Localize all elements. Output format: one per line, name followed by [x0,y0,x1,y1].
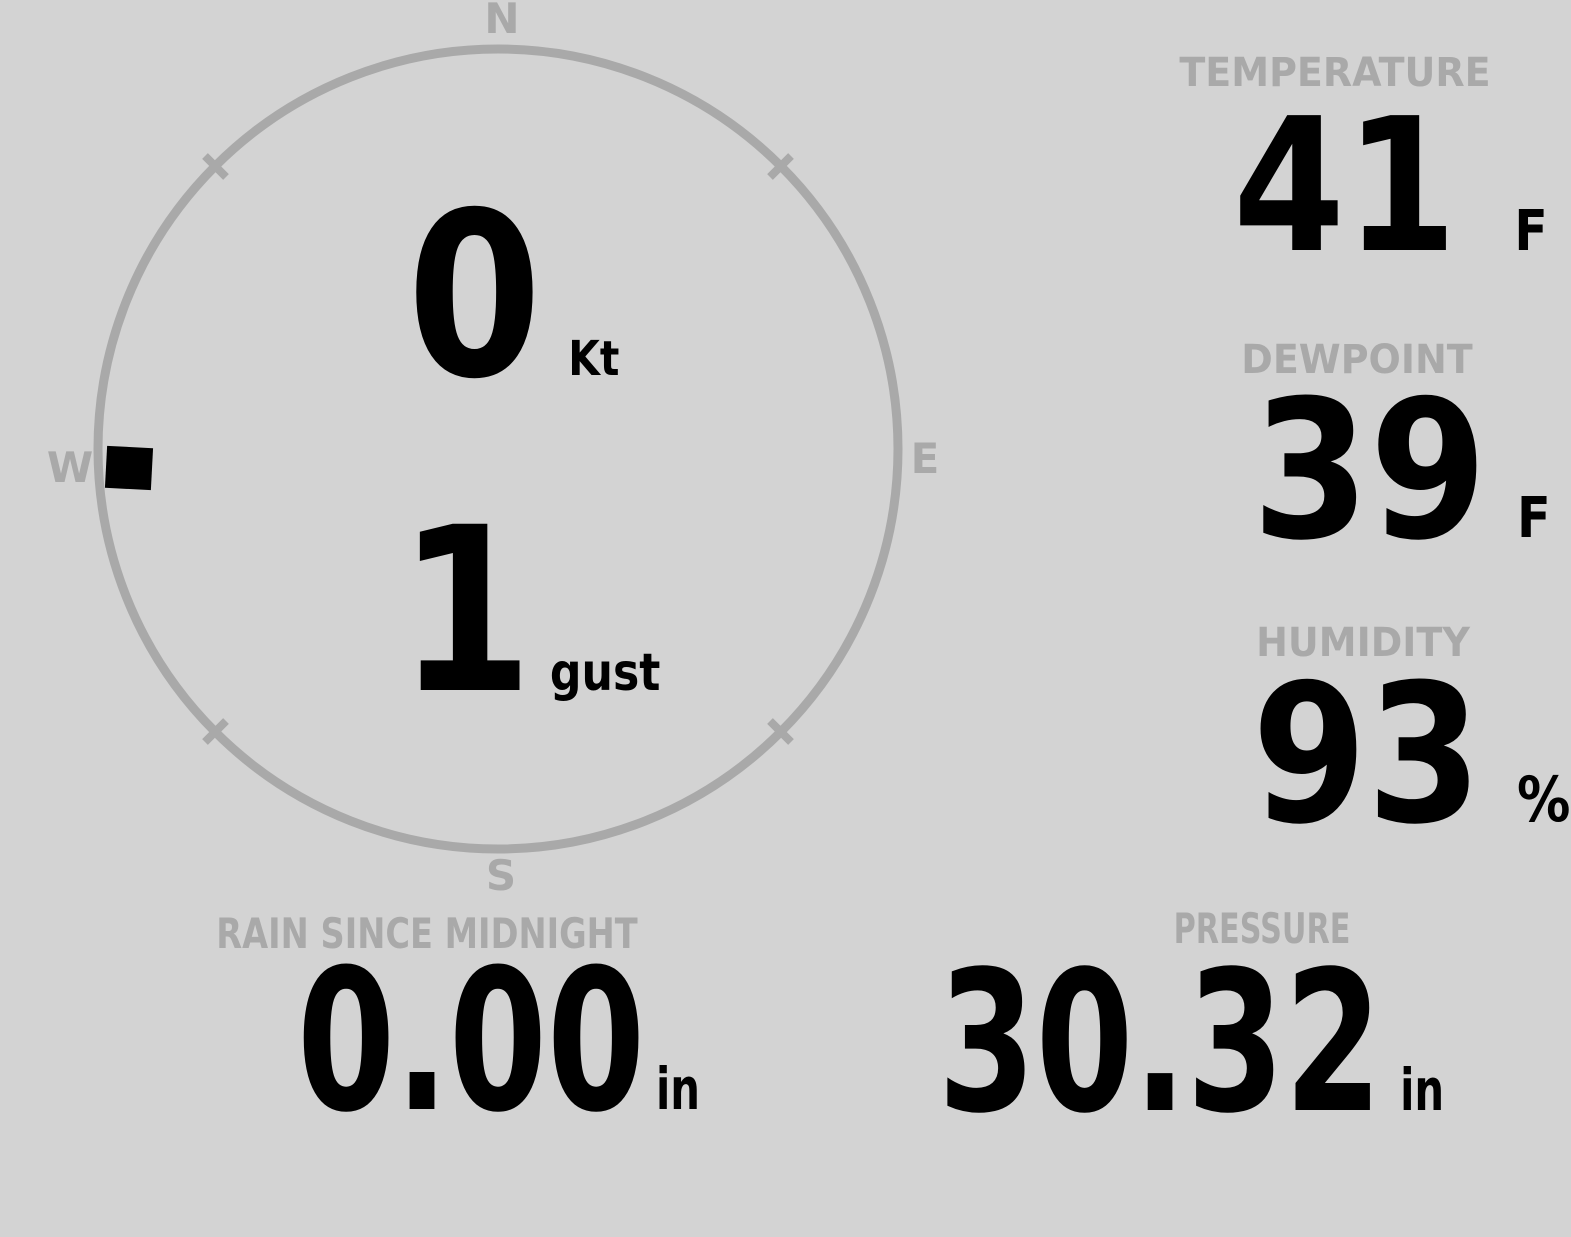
wind-gust: 1 gust [398,497,660,725]
compass-circle [93,44,903,854]
rain-since-midnight-label: RAIN SINCE MIDNIGHT [216,909,638,958]
temperature-value: 41 [1233,78,1457,294]
compass-tick-se [767,718,794,745]
dewpoint-reading: 39 F [1252,376,1551,568]
wind-direction-marker-icon [104,445,154,491]
temperature-label: TEMPERATURE [1179,50,1491,96]
rain-since-midnight-reading: 0.00 in [297,944,700,1140]
temperature-unit: F [1514,199,1548,264]
wind-speed-unit: Kt [568,331,620,387]
dewpoint-label: DEWPOINT [1241,337,1473,383]
rain-since-midnight-unit: in [655,1055,701,1123]
wind-speed-value: 0 [407,163,542,429]
humidity-value: 93 [1252,644,1482,867]
compass-tick-ne [767,153,794,180]
compass-ring-icon [93,44,903,854]
pressure-value: 30.32 [938,929,1383,1156]
compass-tick-sw [202,718,229,745]
humidity-reading: 93 % [1252,660,1570,852]
wind-gust-value: 1 [398,478,533,744]
compass-north-label: N [484,0,520,43]
pressure-label: PRESSURE [1173,904,1351,953]
temperature-reading: 41 F [1233,94,1548,279]
wind-gust-unit: gust [549,643,661,703]
dewpoint-unit: F [1517,486,1551,551]
humidity-unit: % [1517,763,1571,836]
humidity-label: HUMIDITY [1256,620,1470,666]
compass-west-label: W [46,443,94,492]
dewpoint-value: 39 [1252,360,1488,583]
wind-speed: 0 Kt [407,182,619,410]
pressure-reading: 30.32 in [938,945,1444,1140]
compass-south-label: S [485,851,517,900]
compass-east-label: E [910,434,940,483]
compass-tick-nw [202,153,229,180]
rain-since-midnight-value: 0.00 [297,928,646,1156]
pressure-unit: in [1400,1056,1445,1124]
